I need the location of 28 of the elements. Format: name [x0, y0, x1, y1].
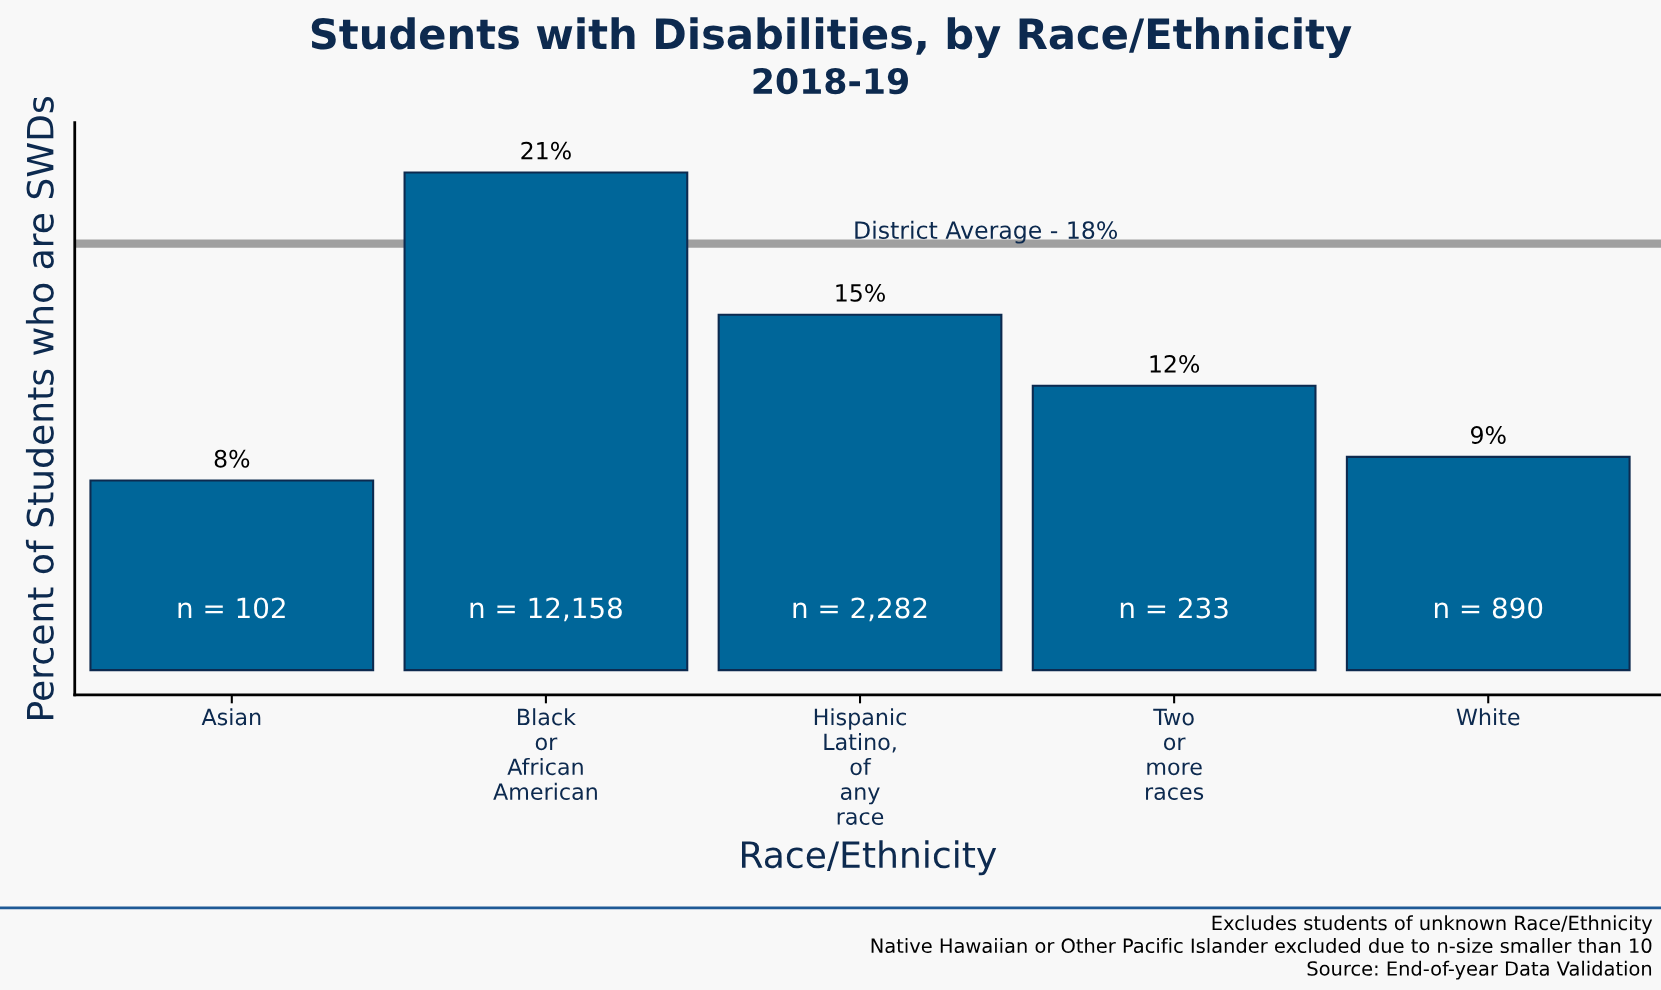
- annotation: n = 890: [1434, 597, 1543, 619]
- text: Excludes students of unknown Race/Ethnicity: [1212, 915, 1653, 935]
- x-tick-label: White: [1456, 708, 1520, 726]
- data-label: 9%: [1471, 426, 1506, 444]
- annotation: n = 102: [178, 597, 285, 619]
- bar: [89, 479, 375, 672]
- annotation: n = 12,158: [470, 597, 622, 622]
- data-label: 12%: [1150, 355, 1200, 373]
- bar: [1345, 455, 1631, 672]
- chart-subtitle: 2018-19: [753, 67, 908, 95]
- source-note: Source: End-of-year Data Validation: [1307, 960, 1652, 980]
- x-tick-label: Hispanic Latino, of any race: [814, 708, 906, 825]
- data-label: 21%: [521, 141, 571, 160]
- y-axis-title: Percent of Students who are SWDs: [25, 97, 54, 719]
- bar: [403, 171, 689, 672]
- bar: [1031, 384, 1317, 672]
- text: Native Hawaiian or Other Pacific Islander excluded due to n-size smaller than 10: [871, 938, 1652, 954]
- chart-title: Students with Disabilities, by Race/Ethnicity: [311, 17, 1352, 58]
- bar: [717, 313, 1003, 672]
- x-axis-title: Race/Ethnicity: [741, 840, 997, 876]
- ref-line-label: District Average - 18%: [855, 220, 1117, 244]
- x-tick-label: Two or more races: [1146, 708, 1204, 801]
- x-tick-label: Asian: [201, 708, 261, 726]
- data-label: 15%: [836, 283, 885, 302]
- data-label: 8%: [214, 449, 250, 468]
- annotation: n = 233: [1120, 597, 1228, 619]
- x-tick-label: Black or African American: [493, 708, 597, 801]
- annotation: n = 2,282: [793, 597, 927, 622]
